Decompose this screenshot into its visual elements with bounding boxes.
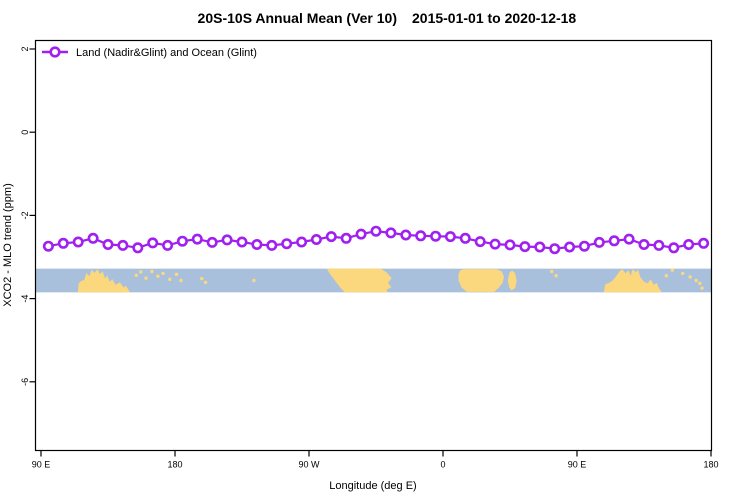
data-point-marker — [549, 243, 561, 255]
x-tick-label: 90 E — [32, 460, 51, 470]
data-point-marker — [251, 239, 263, 251]
data-point-marker — [162, 239, 174, 251]
land-patch-madagascar — [507, 270, 517, 291]
data-point-marker — [415, 230, 427, 242]
data-point-marker — [578, 240, 590, 252]
data-point-marker — [221, 234, 233, 246]
island-dot — [144, 276, 148, 280]
legend-open-circle-icon — [49, 46, 61, 58]
data-point-marker — [608, 235, 620, 247]
land-patch-australia-east — [603, 269, 662, 293]
data-point-marker — [191, 233, 203, 245]
land-patch-africa — [458, 269, 504, 292]
island-dot — [549, 269, 554, 274]
x-tick-label: 0 — [440, 460, 445, 470]
data-point-marker — [296, 236, 308, 248]
data-point-marker — [147, 237, 159, 249]
island-dot — [179, 278, 183, 283]
data-point-marker — [653, 239, 665, 251]
legend-label: Land (Nadir&Glint) and Ocean (Glint) — [76, 47, 257, 59]
data-point-marker — [623, 233, 635, 245]
island-dot — [694, 278, 698, 283]
legend: Land (Nadir&Glint) and Ocean (Glint) — [42, 46, 257, 59]
data-point-marker — [400, 229, 412, 241]
data-point-marker — [459, 232, 471, 244]
data-point-marker — [132, 242, 144, 254]
x-tick-label: 90 E — [568, 460, 587, 470]
island-dot — [698, 281, 702, 286]
data-point-marker — [504, 239, 516, 251]
land-patch-australia-west — [77, 269, 130, 293]
x-tick-label: 180 — [167, 460, 182, 470]
x-tick-label: 90 W — [298, 460, 320, 470]
y-tick-label: 0 — [20, 130, 30, 135]
data-point-marker — [236, 236, 248, 248]
island-dot — [700, 286, 704, 290]
island-dot — [161, 271, 165, 276]
y-tick-label: -2 — [20, 211, 30, 219]
data-point-marker — [474, 236, 486, 248]
island-dot — [134, 273, 138, 277]
x-tick-label: 180 — [703, 460, 718, 470]
data-point-marker — [444, 231, 456, 243]
island-dot — [139, 270, 143, 274]
data-point-marker — [206, 236, 218, 248]
island-dot — [174, 272, 179, 277]
island-dot — [670, 268, 674, 272]
y-tick-label: -4 — [20, 295, 30, 303]
data-point-marker — [57, 237, 69, 249]
y-axis-label: XCO2 - MLO trend (ppm) — [2, 183, 14, 306]
island-dot — [664, 274, 669, 278]
data-point-marker — [489, 238, 501, 250]
data-point-marker — [638, 239, 650, 251]
data-point-marker — [385, 227, 397, 239]
data-point-marker — [117, 239, 129, 251]
data-point-marker — [87, 232, 99, 244]
island-dot — [681, 271, 685, 276]
island-dot — [168, 277, 172, 282]
data-point-marker — [72, 236, 84, 248]
data-point-marker — [519, 241, 531, 253]
data-point-marker — [281, 238, 293, 250]
data-point-marker — [683, 239, 695, 251]
island-dot — [200, 276, 204, 281]
data-point-marker — [325, 231, 337, 243]
data-point-marker — [176, 235, 188, 247]
x-axis-label: Longitude (deg E) — [329, 480, 416, 492]
data-point-marker — [698, 237, 710, 249]
data-point-marker — [340, 232, 352, 244]
data-point-marker — [310, 234, 322, 246]
data-point-marker — [102, 239, 114, 251]
data-point-marker — [355, 228, 367, 240]
y-tick-label: -6 — [20, 378, 30, 386]
data-point-marker — [564, 241, 576, 253]
island-dot — [203, 280, 208, 285]
chart-title-dates: 2015-01-01 to 2020-12-18 — [412, 10, 576, 26]
data-point-marker — [430, 230, 442, 242]
data-point-marker — [668, 242, 680, 254]
y-tick-label: 2 — [20, 46, 30, 51]
data-point-marker — [370, 225, 382, 237]
plot-box — [34, 39, 713, 452]
island-dot — [156, 274, 160, 278]
island-dot — [688, 275, 692, 279]
island-dot — [554, 274, 558, 278]
island-dot — [252, 278, 256, 283]
data-point-marker — [266, 239, 278, 251]
plot-area: 90 E 180 90 W 0 90 E 180 2 0 -2 -4 -6 — [20, 39, 719, 470]
land-patch-south-america — [326, 268, 392, 293]
data-point-marker — [534, 241, 546, 253]
chart-title: 20S-10S Annual Mean (Ver 10) — [198, 10, 397, 26]
data-point-marker — [593, 236, 605, 248]
data-point-marker — [42, 240, 54, 252]
island-dot — [150, 269, 154, 274]
